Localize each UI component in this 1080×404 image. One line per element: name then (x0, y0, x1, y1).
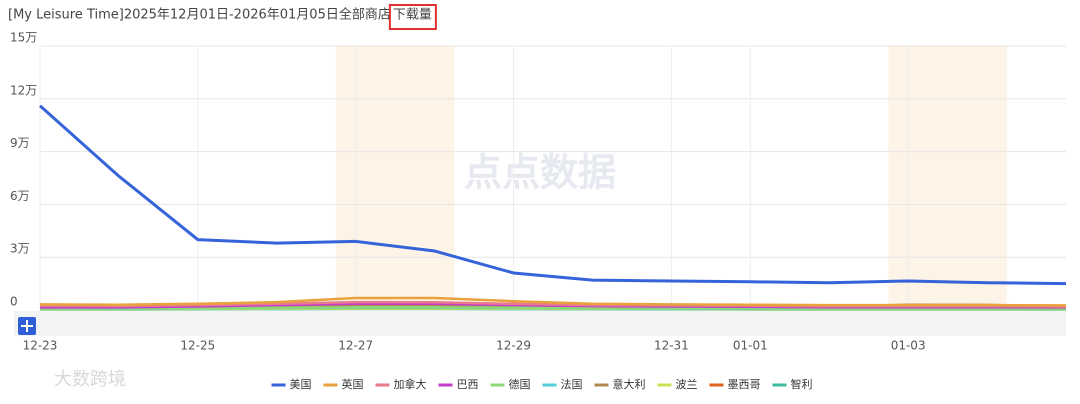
x-tick-label: 12-23 (23, 339, 58, 353)
legend-item[interactable]: 智利 (772, 377, 813, 391)
legend-label: 德国 (509, 377, 531, 391)
legend-item[interactable]: 英国 (323, 377, 364, 391)
legend-label: 加拿大 (394, 377, 427, 391)
x-tick-label: 01-03 (891, 339, 926, 353)
x-tick-label: 12-31 (654, 339, 689, 353)
y-tick-label: 9万 (10, 136, 30, 150)
x-tick-label: 01-01 (733, 339, 768, 353)
legend-item[interactable]: 波兰 (657, 378, 698, 391)
chart-title: [My Leisure Time]2025年12月01日-2026年01月05日… (8, 7, 391, 23)
legend-label: 智利 (791, 377, 813, 391)
legend-label: 波兰 (676, 378, 698, 391)
legend-label: 巴西 (457, 378, 479, 391)
legend-item[interactable]: 德国 (490, 377, 531, 391)
weekend-band (888, 46, 1007, 310)
series-line (39, 104, 1067, 286)
metric-highlight (388, 4, 437, 30)
legend-label: 墨西哥 (728, 378, 761, 391)
series-line (39, 306, 1067, 311)
legend-item[interactable]: 意大利 (594, 377, 646, 391)
y-tick-label: 0 (10, 295, 18, 309)
metric-label[interactable]: 下载量 (393, 8, 432, 23)
watermark: 点点数据 (464, 151, 616, 195)
plot: 0 3万 6万 9万 12万 15万 12-23 12-25 12-27 12-29 12-31 01… (10, 31, 1067, 391)
series-line (39, 296, 1067, 307)
legend-label: 意大利 (613, 377, 646, 391)
y-tick-label: 6万 (10, 189, 30, 203)
zoom-plus (21, 320, 33, 332)
legend-item[interactable]: 墨西哥 (709, 378, 761, 391)
legend-label: 美国 (290, 378, 312, 391)
legend-item[interactable]: 加拿大 (375, 377, 427, 391)
legend-item[interactable]: 巴西 (438, 378, 479, 391)
x-tick-label: 12-25 (180, 339, 215, 353)
x-tick-label: 12-29 (496, 339, 531, 353)
y-tick-label: 3万 (10, 242, 30, 256)
legend-item[interactable]: 美国 (271, 378, 312, 391)
watermark: 大数跨境 (54, 369, 126, 390)
zoom-bar (14, 311, 1066, 336)
legend: 美国 英国 加拿大 巴西 德国 法国 意大利 波兰 墨西哥 智利 (271, 377, 813, 391)
legend-label: 法国 (561, 377, 583, 391)
legend-label: 英国 (342, 377, 364, 391)
y-tick-label: 12万 (10, 83, 37, 97)
legend-item[interactable]: 法国 (542, 377, 583, 391)
x-tick-label: 12-27 (338, 339, 373, 353)
y-tick-label: 15万 (10, 31, 37, 45)
weekend-band (335, 46, 455, 310)
